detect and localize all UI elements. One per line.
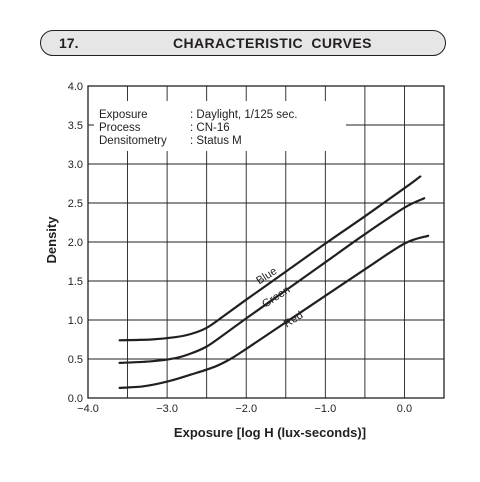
section-banner: 17. CHARACTERISTIC CURVES xyxy=(40,30,446,56)
note-key-exposure: Exposure xyxy=(99,109,148,121)
section-title: CHARACTERISTIC CURVES xyxy=(173,35,372,51)
note-key-process: Process xyxy=(99,122,141,134)
note-key-densitometry: Densitometry xyxy=(99,135,167,147)
x-tick-label: 0.0 xyxy=(397,403,412,415)
conditions-note-background xyxy=(94,101,346,151)
y-tick-label: 1.0 xyxy=(68,315,83,327)
y-tick-label: 0.5 xyxy=(68,354,83,366)
x-tick-label: −1.0 xyxy=(314,403,336,415)
note-value-process: : CN-16 xyxy=(190,122,230,134)
y-tick-label: 2.0 xyxy=(68,237,83,249)
x-tick-label: −2.0 xyxy=(235,403,257,415)
note-value-exposure: : Daylight, 1/125 sec. xyxy=(190,109,297,121)
x-tick-label: −3.0 xyxy=(156,403,178,415)
x-tick-label: −4.0 xyxy=(77,403,99,415)
y-tick-label: 2.5 xyxy=(68,198,83,210)
note-value-densitometry: : Status M xyxy=(190,135,242,147)
section-number: 17. xyxy=(59,35,79,51)
curve-label-green: Green xyxy=(260,284,292,311)
y-axis-title: Density xyxy=(44,216,59,264)
y-tick-label: 0.0 xyxy=(68,393,83,405)
curve-green xyxy=(118,197,426,364)
tick-labels: −4.0 −3.0 −2.0 −1.0 0.0 0.0 0.5 1.0 1.5 2.0 2.5 3.0… xyxy=(68,81,412,415)
curves xyxy=(118,175,430,389)
x-axis-title: Exposure [log H (lux-seconds)] xyxy=(174,425,366,440)
y-tick-label: 4.0 xyxy=(68,81,83,93)
y-tick-label: 3.0 xyxy=(68,159,83,171)
conditions-note: Exposure : Daylight, 1/125 sec. Process … xyxy=(94,101,346,151)
curve-red xyxy=(118,234,430,389)
curve-blue xyxy=(118,175,422,342)
plot-frame xyxy=(87,85,445,399)
y-tick-label: 3.5 xyxy=(68,120,83,132)
y-tick-label: 1.5 xyxy=(68,276,83,288)
